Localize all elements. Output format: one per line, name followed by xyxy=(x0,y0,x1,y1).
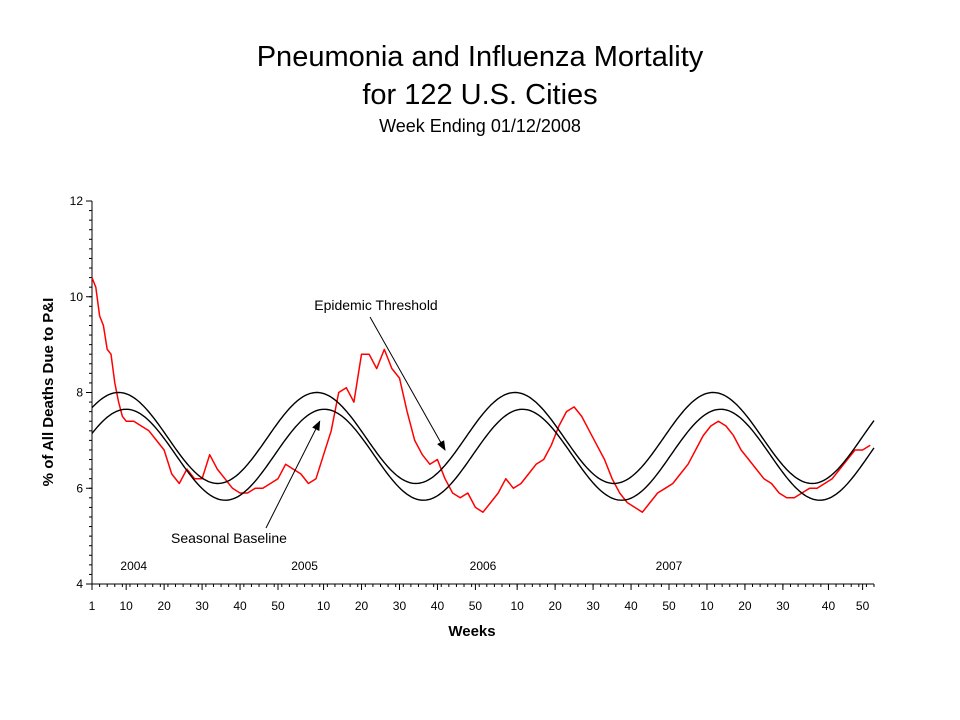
y-tick-label: 6 xyxy=(76,481,83,495)
series-observed-line xyxy=(91,277,871,513)
chart-series xyxy=(91,277,875,513)
x-tick-label: 20 xyxy=(157,599,171,613)
x-tick-label: 50 xyxy=(662,599,676,613)
x-tick-label: 30 xyxy=(195,599,209,613)
year-label: 2006 xyxy=(470,559,497,573)
x-tick-label: 30 xyxy=(586,599,600,613)
y-tick-label: 12 xyxy=(70,194,84,208)
annotation-seasonal-baseline: Seasonal Baseline xyxy=(171,530,287,546)
year-label: 2004 xyxy=(120,559,147,573)
annotation-arrow xyxy=(369,316,446,451)
x-tick-label: 40 xyxy=(233,599,247,613)
x-tick-label: 10 xyxy=(700,599,714,613)
chart-title-block: Pneumonia and Influenza Mortality for 12… xyxy=(0,38,960,138)
x-axis-title: Weeks xyxy=(448,623,495,640)
x-tick-label: 10 xyxy=(317,599,331,613)
x-tick-label: 20 xyxy=(548,599,562,613)
chart-title-line2: for 122 U.S. Cities xyxy=(362,79,598,111)
x-tick-label: 40 xyxy=(431,599,445,613)
x-tick-label: 30 xyxy=(393,599,407,613)
x-tick-label: 50 xyxy=(469,599,483,613)
series-baseline-line xyxy=(91,408,875,501)
chart-title-line1: Pneumonia and Influenza Mortality xyxy=(256,41,704,73)
x-tick-label: 30 xyxy=(776,599,790,613)
year-label: 2007 xyxy=(656,559,683,573)
y-tick-label: 8 xyxy=(76,386,83,400)
x-tick-label: 40 xyxy=(624,599,638,613)
y-axis-title: % of All Deaths Due to P&I xyxy=(40,298,57,487)
x-tick-label: 10 xyxy=(510,599,524,613)
x-tick-label: 10 xyxy=(119,599,133,613)
x-tick-label: 50 xyxy=(271,599,285,613)
annotation-epidemic-threshold: Epidemic Threshold xyxy=(314,297,437,313)
year-label: 2005 xyxy=(291,559,318,573)
annotation-arrow xyxy=(265,420,321,529)
y-tick-label: 4 xyxy=(76,577,83,591)
x-tick-label: 20 xyxy=(355,599,369,613)
y-tick-label: 10 xyxy=(70,290,84,304)
x-tick-label: 40 xyxy=(822,599,836,613)
chart-axes: 4 6 8 10 12 1 10 20 30 40 50 10 20 30 40 50 10 20 30 40 50 10… xyxy=(70,194,875,613)
series-threshold-line xyxy=(91,391,875,485)
chart-annotations: Epidemic Threshold Seasonal Baseline xyxy=(171,297,446,546)
x-tick-label: 50 xyxy=(856,599,870,613)
x-tick-label: 1 xyxy=(89,599,96,613)
chart-subtitle: Week Ending 01/12/2008 xyxy=(379,116,581,136)
x-tick-label: 20 xyxy=(738,599,752,613)
